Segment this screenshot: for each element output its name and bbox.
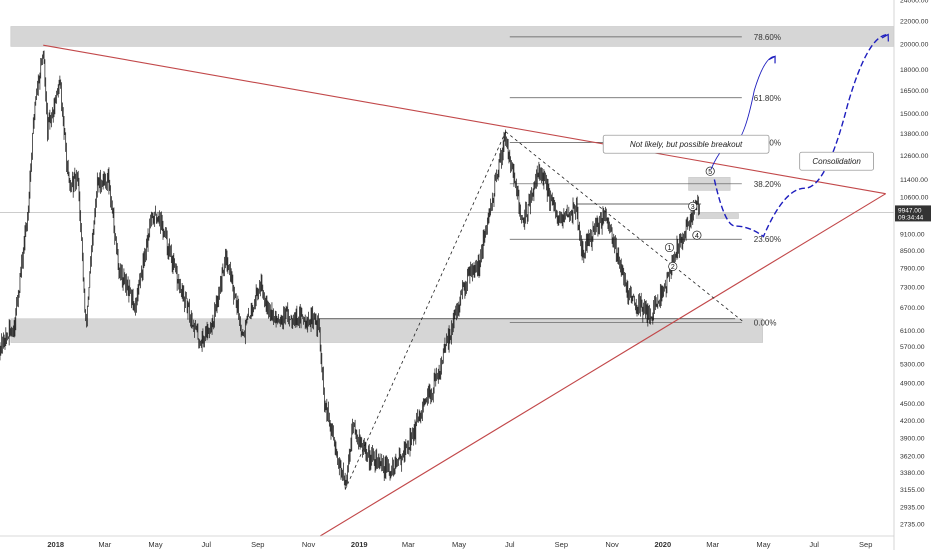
x-tick-label-8: May <box>452 540 466 549</box>
wave-marker-1[interactable] <box>664 242 675 253</box>
y-tick-label-3: 18000.00 <box>900 67 929 74</box>
y-tick-label-14: 6700.00 <box>900 305 925 312</box>
descending-resistance[interactable] <box>43 44 886 195</box>
x-tick-label-15: Jul <box>809 540 819 549</box>
fib-label-5: 0.00% <box>754 319 777 328</box>
ascending-support[interactable] <box>319 193 886 537</box>
wave-marker-4[interactable] <box>692 230 702 240</box>
y-tick-label-25: 2935.00 <box>900 504 925 511</box>
fib-label-4: 23.60% <box>754 235 781 244</box>
wave-label-1: 1 <box>668 245 672 252</box>
breakout-callout-text: Not likely, but possible breakout <box>630 140 743 149</box>
consolidation-callout-box[interactable] <box>799 151 874 171</box>
x-tick-label-5: Nov <box>302 540 316 549</box>
dashed-rally[interactable] <box>344 131 506 490</box>
price-label-value: 9947.00 <box>898 207 922 214</box>
x-axis: 2018 Mar May Jul Sep Nov 2019 Mar May Jul Sep Nov 20… <box>0 535 894 549</box>
trendlines-layer <box>43 44 886 537</box>
flag-zone[interactable] <box>695 213 739 219</box>
wave-label-2: 2 <box>671 264 675 271</box>
y-tick-label-1: 22000.00 <box>900 18 929 25</box>
y-tick-label-9: 10600.00 <box>900 195 929 202</box>
fib-label-1: 61.80% <box>754 94 781 103</box>
wave-label-3: 3 <box>691 204 695 211</box>
y-tick-label-22: 3620.00 <box>900 454 925 461</box>
x-tick-label-7: Mar <box>402 540 415 549</box>
y-tick-label-17: 5300.00 <box>900 362 925 369</box>
breakout-callout-box[interactable] <box>602 134 770 154</box>
y-axis-background <box>894 0 932 550</box>
y-tick-label-19: 4500.00 <box>900 401 925 408</box>
fib-label-0: 78.60% <box>754 33 781 42</box>
consolidation-projection-arrowhead <box>881 33 889 42</box>
y-tick-label-26: 2735.00 <box>900 521 925 528</box>
x-tick-label-16: Sep <box>859 540 872 549</box>
wave-marker-3[interactable] <box>688 201 698 211</box>
x-tick-label-14: May <box>756 540 770 549</box>
y-tick-label-6: 13800.00 <box>900 131 929 138</box>
annotations-layer: Not likely, but possible breakout Consoli… <box>602 134 874 171</box>
y-tick-label-18: 4900.00 <box>900 381 925 388</box>
x-tick-label-13: Mar <box>706 540 719 549</box>
x-tick-label-11: Nov <box>605 540 619 549</box>
y-tick-label-7: 12600.00 <box>900 153 929 160</box>
wave-label-5: 5 <box>708 169 712 176</box>
x-tick-label-9: Jul <box>505 540 515 549</box>
y-tick-label-24: 3155.00 <box>900 487 925 494</box>
y-tick-label-4: 16500.00 <box>900 88 929 95</box>
y-tick-label-2: 20000.00 <box>900 41 929 48</box>
y-tick-label-5: 15000.00 <box>900 111 929 118</box>
price-label-countdown: 09:34:44 <box>898 214 924 221</box>
wave-marker-5[interactable] <box>705 166 715 176</box>
consolidation-projection[interactable] <box>713 33 889 238</box>
y-tick-label-10: 9100.00 <box>900 231 925 238</box>
price-label-box[interactable] <box>895 205 931 222</box>
y-tick-label-15: 6100.00 <box>900 328 925 335</box>
y-tick-label-12: 7900.00 <box>900 265 925 272</box>
x-tick-label-3: Jul <box>201 540 211 549</box>
y-tick-label-20: 4200.00 <box>900 418 925 425</box>
x-tick-label-6: 2019 <box>351 540 368 549</box>
x-tick-label-0: 2018 <box>47 540 64 549</box>
y-tick-label-21: 3900.00 <box>900 436 925 443</box>
wave-label-4: 4 <box>695 233 699 240</box>
y-tick-label-0: 24000.00 <box>900 0 929 5</box>
dashed-descending[interactable] <box>505 131 745 323</box>
waves-layer: 1 2 3 4 5 <box>664 166 715 272</box>
fib-label-3: 38.20% <box>754 180 781 189</box>
x-tick-label-1: Mar <box>98 540 111 549</box>
breakout-projection-arrowhead <box>768 55 776 64</box>
y-tick-label-13: 7300.00 <box>900 285 925 292</box>
y-tick-label-23: 3380.00 <box>900 470 925 477</box>
x-tick-label-2: May <box>148 540 162 549</box>
y-tick-label-11: 8500.00 <box>900 248 925 255</box>
y-axis[interactable]: 24000.00 22000.00 20000.00 18000.00 16500.00… <box>893 0 932 550</box>
consolidation-callout-text: Consolidation <box>812 157 861 166</box>
x-tick-label-4: Sep <box>251 540 264 549</box>
wave-marker-2[interactable] <box>668 261 678 272</box>
y-tick-label-16: 5700.00 <box>900 344 925 351</box>
x-tick-label-10: Sep <box>555 540 568 549</box>
x-tick-label-12: 2020 <box>654 540 671 549</box>
y-tick-label-8: 11400.00 <box>900 177 928 184</box>
candles-layer <box>0 50 700 489</box>
